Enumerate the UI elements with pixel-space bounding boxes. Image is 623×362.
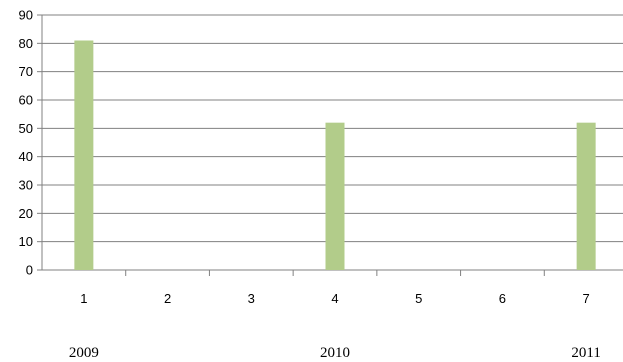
bars (74, 40, 596, 271)
bar (74, 40, 94, 270)
x-tick-label: 6 (499, 291, 506, 306)
year-label: 2011 (571, 345, 600, 361)
y-tick-label: 10 (19, 234, 33, 249)
year-label: 2010 (320, 345, 350, 361)
year-label: 2009 (69, 345, 99, 361)
y-tick-label: 30 (19, 178, 33, 193)
x-tick-label: 3 (248, 291, 255, 306)
y-axis: 0 10 20 30 40 50 60 70 80 90 (19, 8, 43, 278)
y-tick-label: 40 (19, 149, 33, 164)
x-tick-label: 5 (415, 291, 422, 306)
x-tick-label: 1 (80, 291, 87, 306)
bar (325, 122, 345, 271)
bar (576, 122, 596, 271)
y-tick-label: 90 (19, 8, 33, 23)
x-tick-label: 2 (164, 291, 171, 306)
y-tick-label: 50 (19, 121, 33, 136)
y-tick-label: 80 (19, 36, 33, 51)
y-tick-label: 20 (19, 206, 33, 221)
y-tick-label: 0 (26, 263, 33, 278)
y-tick-label: 70 (19, 64, 33, 79)
y-tick-label: 60 (19, 93, 33, 108)
x-axis: 1 2 3 4 5 6 7 (42, 269, 623, 306)
x-tick-label: 4 (331, 291, 338, 306)
x-tick-label: 7 (583, 291, 590, 306)
year-labels: 2009 2010 2011 (69, 345, 601, 361)
